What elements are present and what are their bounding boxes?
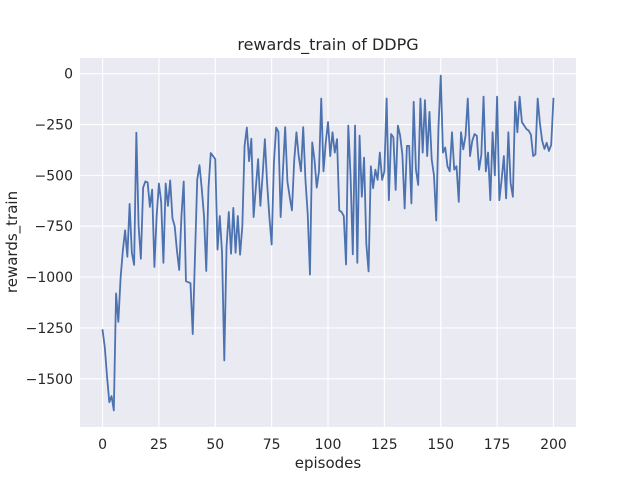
y-tick-label: −750 xyxy=(35,219,73,235)
x-tick-label: 150 xyxy=(427,437,454,453)
x-tick-label: 175 xyxy=(484,437,511,453)
chart-title: rewards_train of DDPG xyxy=(237,35,418,55)
y-axis-label: rewards_train xyxy=(3,191,22,293)
x-axis-label: episodes xyxy=(295,454,362,472)
y-tick-label: −1000 xyxy=(26,270,73,286)
y-tick-label: −250 xyxy=(35,118,73,134)
y-tick-label: 0 xyxy=(64,67,73,83)
x-tick-label: 125 xyxy=(371,437,398,453)
x-tick-label: 50 xyxy=(206,437,224,453)
x-tick-label: 25 xyxy=(150,437,168,453)
y-tick-label: −500 xyxy=(35,168,73,184)
x-tick-label: 75 xyxy=(263,437,281,453)
y-tick-label: −1500 xyxy=(26,372,73,388)
x-tick-label: 100 xyxy=(315,437,342,453)
x-tick-label: 0 xyxy=(98,437,107,453)
series-layer xyxy=(101,74,555,412)
x-tick-label: 200 xyxy=(540,437,567,453)
series-line-rewards_train xyxy=(101,74,555,412)
tick-layer: 0 25 50 75 100 125 150 175 200 0 −250 −500 −750 −1000… xyxy=(26,67,567,453)
y-tick-label: −1250 xyxy=(26,321,73,337)
